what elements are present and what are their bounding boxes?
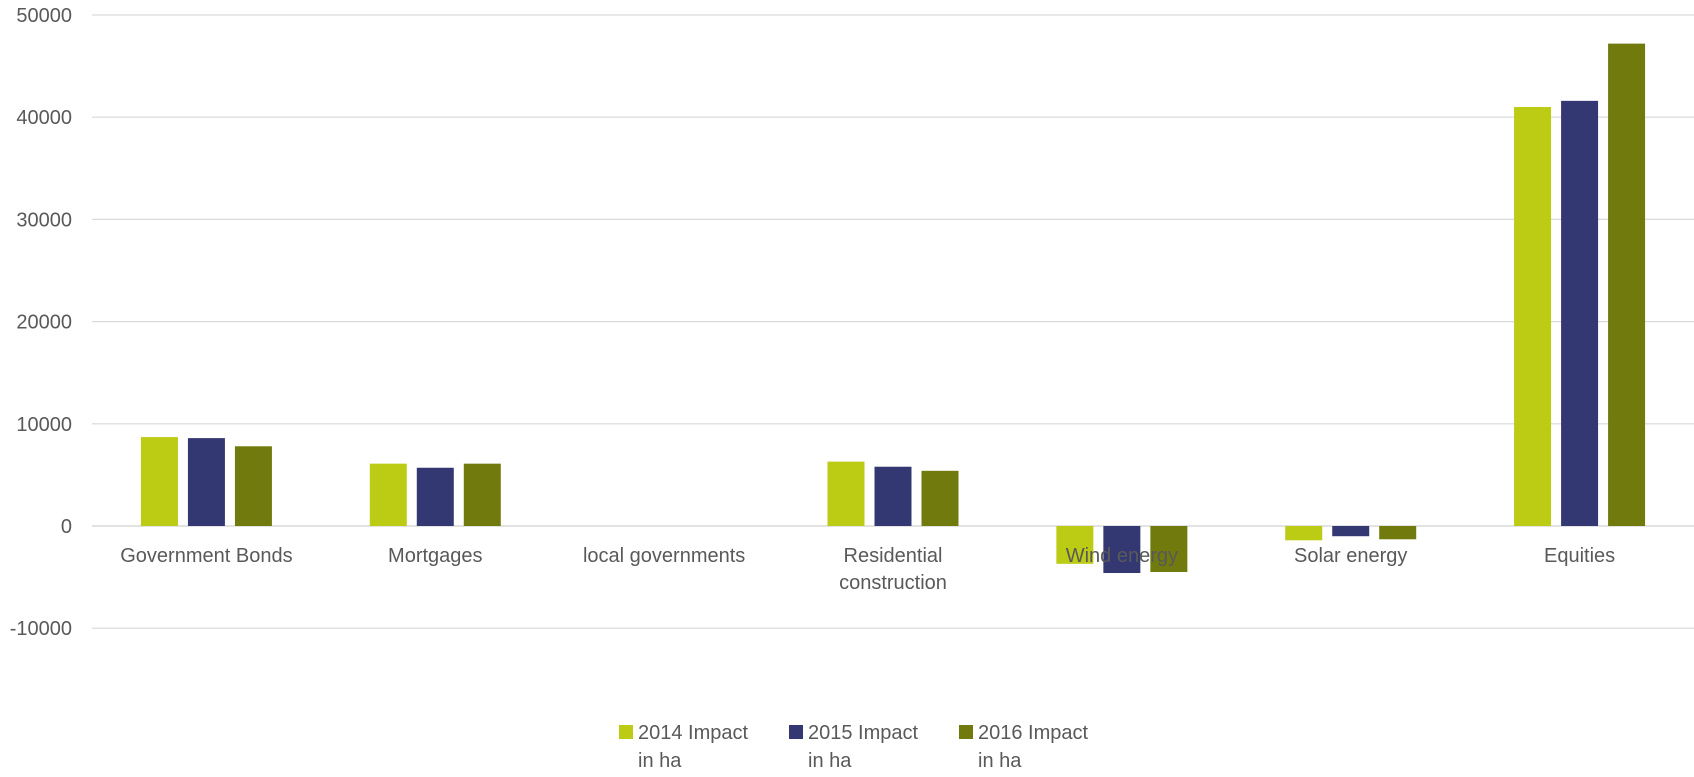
bar	[874, 466, 912, 526]
bar	[187, 438, 225, 526]
legend-swatch	[789, 725, 803, 739]
y-tick-label: 30000	[16, 209, 72, 231]
bar	[1379, 526, 1417, 540]
y-tick-label: 20000	[16, 312, 72, 334]
bar	[416, 467, 454, 526]
bar	[1150, 526, 1188, 572]
legend-swatch	[959, 725, 973, 739]
x-category-label: Residential construction	[839, 545, 947, 594]
x-category-label: local governments	[583, 545, 745, 567]
x-category-label: Mortgages	[388, 545, 483, 567]
legend-item: 2016 Impact in ha	[959, 722, 1089, 772]
bar	[1285, 526, 1323, 541]
gridlines	[92, 14, 1694, 629]
bar	[1608, 43, 1646, 527]
x-category-label: Wind energy	[1066, 545, 1178, 567]
bar	[369, 463, 407, 526]
legend-label: 2016 Impact in ha	[978, 722, 1089, 772]
x-category-label: Solar energy	[1294, 545, 1407, 567]
legend-label: 2014 Impact in ha	[638, 722, 749, 772]
y-tick-label: 0	[61, 516, 72, 538]
y-tick-label: 10000	[16, 414, 72, 436]
bar	[1332, 526, 1370, 537]
y-axis-tick-labels: -10000 0 10000 20000 30000 40000 50000	[10, 5, 72, 640]
legend-swatch	[619, 725, 633, 739]
y-tick-label: 40000	[16, 107, 72, 129]
bar	[1514, 106, 1552, 526]
bar	[463, 463, 501, 526]
bar	[827, 461, 865, 526]
bar	[1103, 526, 1141, 574]
bar	[1056, 526, 1094, 564]
bar	[1561, 100, 1599, 527]
y-tick-label: -10000	[10, 618, 72, 640]
bar	[140, 437, 178, 526]
bars	[140, 43, 1646, 574]
x-axis-category-labels: Government Bonds Mortgages local governmen…	[120, 545, 1615, 594]
x-category-label: Government Bonds	[120, 545, 292, 567]
y-tick-label: 50000	[16, 5, 72, 27]
legend-label: 2015 Impact in ha	[808, 722, 919, 772]
x-category-label: Equities	[1544, 545, 1615, 567]
bar	[234, 446, 272, 526]
legend-item: 2014 Impact in ha	[619, 722, 749, 772]
bar	[921, 470, 959, 526]
legend: 2014 Impact in ha 2015 Impact in ha 2016 Imp…	[619, 722, 1089, 772]
legend-item: 2015 Impact in ha	[789, 722, 919, 772]
